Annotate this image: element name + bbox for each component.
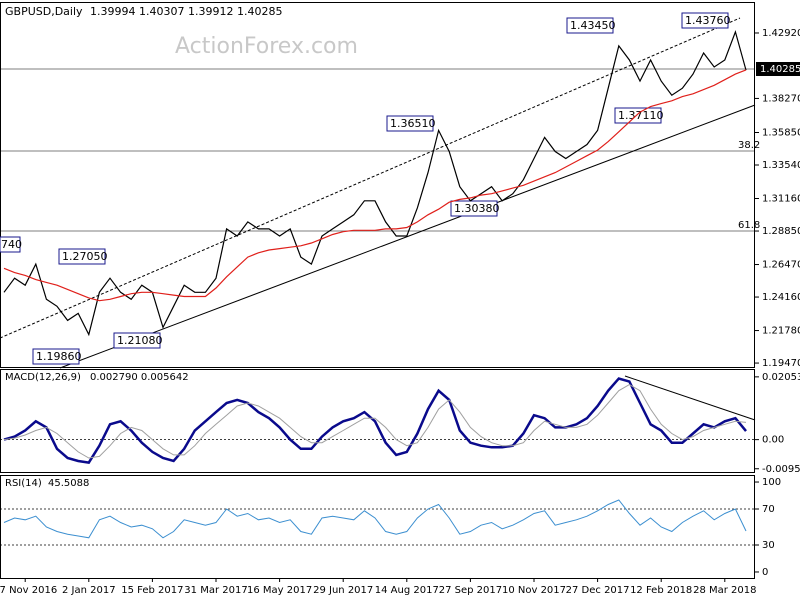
price-tag (756, 62, 800, 76)
macd-title: MACD(12,26,9) (5, 372, 81, 383)
price-panel (0, 2, 755, 368)
annotation: 1.37110 (618, 109, 664, 122)
x-tick-label: 31 Mar 2017 (184, 585, 247, 596)
x-tick-label: 15 Feb 2017 (121, 585, 183, 596)
price-title: GBPUSD,Daily (5, 5, 83, 18)
rsi-panel (0, 475, 755, 579)
y-tick-label: 1.28850 (762, 226, 800, 237)
price-tag-label: 1.40285 (760, 64, 800, 75)
label-box (58, 248, 106, 265)
y-tick-label: 1.38270 (762, 93, 800, 104)
ohlc: 1.39994 1.40307 1.39912 1.40285 (90, 5, 282, 18)
annotation: 1.21080 (117, 334, 163, 347)
annotation: 1.30380 (454, 202, 500, 215)
fib-label: 38.2 (738, 140, 760, 151)
watermark: ActionForex.com (175, 34, 358, 59)
label-box (0, 236, 21, 253)
series-line (3, 384, 747, 459)
x-tick-label: 28 Mar 2018 (693, 585, 756, 596)
x-tick-label: 2 Jan 2017 (62, 585, 116, 596)
y-tick-label: 1.33540 (762, 160, 800, 171)
support-line (59, 104, 756, 369)
y-tick-label: 1.31160 (762, 194, 800, 205)
annotation: 1.36510 (390, 117, 436, 130)
x-tick-label: 29 Jun 2017 (313, 585, 373, 596)
rsi-value: 45.5088 (48, 478, 89, 489)
y-tick-label: 0.00 (762, 435, 784, 446)
x-tick-label: 14 Aug 2017 (375, 585, 439, 596)
annotation: 1.19860 (36, 350, 82, 363)
label-box (681, 12, 729, 29)
macd-trend-line (624, 375, 756, 421)
x-tick-label: 16 May 2017 (247, 585, 312, 596)
x-tick-label: 12 Feb 2018 (630, 585, 692, 596)
y-tick-label: 100 (762, 477, 781, 488)
y-tick-label: 1.19470 (762, 358, 800, 369)
y-tick-label: 0.020535 (762, 372, 800, 383)
series-line (3, 69, 747, 302)
label-box (614, 107, 662, 124)
label-box (386, 115, 434, 132)
label-box (450, 200, 498, 217)
series-line (3, 377, 747, 464)
macd-values: 0.002790 0.005642 (90, 372, 189, 383)
x-tick-label: 27 Dec 2017 (566, 585, 630, 596)
x-tick-label: 10 Nov 2017 (502, 585, 566, 596)
channel-line (0, 17, 741, 339)
y-tick-label: 0 (762, 567, 768, 578)
y-tick-label: 1.26470 (762, 260, 800, 271)
y-tick-label: 30 (762, 540, 775, 551)
y-tick-label: 70 (762, 504, 775, 515)
annotation: 740 (1, 238, 22, 251)
y-tick-label: 1.35850 (762, 127, 800, 138)
x-tick-label: 17 Nov 2016 (0, 585, 57, 596)
x-tick-label: 27 Sep 2017 (439, 585, 502, 596)
y-tick-label: 1.21780 (762, 326, 800, 337)
y-tick-label: 1.42920 (762, 28, 800, 39)
series-line (3, 499, 747, 539)
series-line (3, 29, 747, 337)
y-tick-label: 1.24160 (762, 292, 800, 303)
annotations: 1.43450 1.43760 1.36510 1.37110 1.30380 … (0, 12, 731, 365)
y-tick-label: -0.009529 (762, 464, 800, 475)
label-box (566, 17, 614, 34)
rsi-title: RSI(14) (5, 478, 42, 489)
annotation: 1.43450 (570, 19, 616, 32)
macd-panel (0, 369, 755, 473)
annotation: 1.43760 (685, 14, 731, 27)
fib-label: 61.8 (738, 220, 760, 231)
label-box (113, 332, 161, 349)
annotation: 1.27050 (62, 250, 108, 263)
label-box (32, 348, 80, 365)
